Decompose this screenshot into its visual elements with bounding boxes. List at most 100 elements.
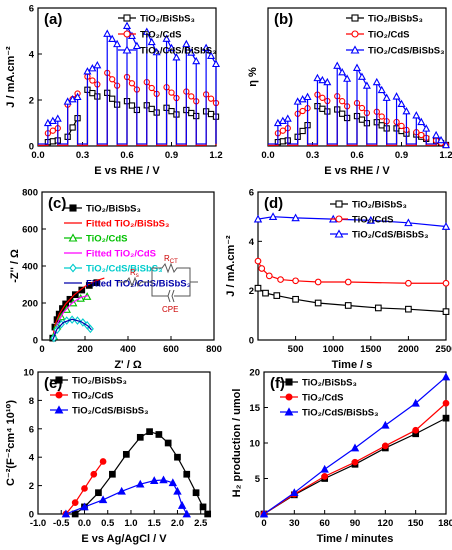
- data-point: [182, 39, 191, 48]
- y-tick-label: 0: [29, 142, 34, 153]
- x-axis-label: Time / minutes: [317, 533, 394, 545]
- x-tick-label: 0.5: [101, 518, 115, 529]
- equivalent-circuit-inset: Rs RCT CPE: [118, 254, 198, 314]
- data-point: [268, 212, 278, 221]
- legend-label: TiO₂/BiSbS₃: [72, 376, 127, 387]
- legend-label: TiO₂/CdS: [72, 391, 114, 402]
- data-point: [177, 501, 187, 509]
- data-point: [113, 39, 122, 48]
- legend-label: TiO₂/CdS/BiSbS₃: [352, 230, 429, 241]
- legend-marker: [334, 229, 344, 238]
- legend-marker: [351, 14, 359, 22]
- data-point: [314, 299, 322, 307]
- data-point: [136, 479, 145, 488]
- legend-label: Fitted TiO₂/CdS: [86, 249, 156, 260]
- y-tick-label: 6: [29, 424, 34, 435]
- data-point: [404, 218, 413, 227]
- panel-label: (a): [44, 11, 62, 28]
- y-tick-label: 200: [22, 299, 38, 310]
- y-tick-label: 4: [249, 237, 255, 248]
- panel-a: 0.0 0.3 0.6 0.9 1.2 0 2 4 6 E vs RHE / V J / mA.cm…: [5, 4, 223, 178]
- data-point: [147, 37, 156, 46]
- data-point: [358, 104, 366, 112]
- legend-entry: TiO₂/BiSbS₃: [280, 378, 357, 389]
- legend-marker: [69, 204, 77, 212]
- panel-e: -1.0 -0.5 0.0 0.5 1.0 1.5 2.0 2.5 0 2 4 6 8 10 E vs Ag…: [5, 368, 212, 545]
- series-line: [52, 318, 92, 341]
- legend-label: TiO₂/CdS/BiSbS₃: [86, 264, 163, 275]
- legend-entry: TiO₂/CdS/BiSbS₃: [50, 405, 149, 417]
- y-tick-label: 2: [29, 481, 34, 492]
- x-tick-label: 800: [206, 344, 222, 355]
- legend-entry: TiO₂/BiSbS₃: [118, 14, 195, 25]
- data-point: [338, 67, 347, 76]
- data-point: [441, 222, 451, 230]
- legend-label: TiO₂/CdS/BiSbS₃: [72, 406, 149, 417]
- series-a-2: [38, 21, 221, 145]
- legend-entry: TiO₂/CdS/BiSbS₃: [330, 229, 429, 241]
- x-axis-label: Z' / Ω: [114, 359, 142, 371]
- legend-label: TiO₂/CdS: [352, 215, 394, 226]
- x-tick-label: 0.0: [78, 518, 91, 529]
- x-tick-label: 0.9: [395, 150, 408, 161]
- legend-marker: [55, 391, 63, 399]
- series-c-5: [52, 318, 92, 341]
- data-point: [71, 291, 79, 299]
- x-tick-label: 1.0: [124, 518, 137, 529]
- series-d-0: [254, 284, 450, 315]
- x-axis-label: E vs RHE / V: [324, 165, 390, 177]
- data-point: [323, 77, 332, 86]
- data-point: [278, 116, 287, 124]
- data-point: [53, 114, 62, 122]
- x-tick-label: 1000: [323, 344, 344, 355]
- data-point: [441, 140, 451, 149]
- data-point: [192, 56, 201, 65]
- legend-label: TiO₂/BiSbS₃: [352, 200, 407, 211]
- legend-entry: TiO₂/CdS/BiSbS₃: [64, 264, 163, 275]
- data-point: [442, 308, 450, 315]
- series-e-1: [62, 458, 107, 518]
- x-tick-label: 90: [350, 518, 361, 529]
- y-tick-label: 15: [249, 403, 260, 414]
- y-tick-label: 600: [22, 225, 38, 236]
- data-point: [199, 503, 207, 511]
- legend-label: TiO₂/CdS/BiSbS₃: [368, 46, 445, 57]
- data-point: [109, 76, 116, 83]
- y-tick-label: 0: [33, 336, 38, 347]
- legend-entry: TiO₂/CdS/BiSbS₃: [346, 45, 445, 57]
- x-tick-label: 0: [39, 344, 44, 355]
- data-point: [149, 476, 159, 484]
- y-tick-label: 10: [23, 368, 34, 379]
- data-point: [93, 60, 102, 69]
- data-point: [80, 502, 89, 511]
- data-point: [382, 93, 391, 101]
- data-point: [392, 92, 401, 100]
- circuit-label-rct: RCT: [164, 254, 178, 265]
- legend-entry: TiO₂/BiSbS₃: [346, 14, 423, 25]
- x-tick-label: -0.5: [53, 518, 70, 529]
- data-point: [273, 292, 281, 299]
- data-point: [99, 458, 107, 465]
- data-point: [333, 61, 342, 69]
- data-point: [98, 495, 108, 504]
- legend-entry: TiO₂/CdS/BiSbS₃: [118, 45, 217, 57]
- legend-entry: TiO₂/CdS: [64, 233, 128, 245]
- series-b-0: [268, 102, 450, 149]
- x-tick-label: 0.9: [165, 150, 178, 161]
- series-f-2: [259, 372, 451, 518]
- x-axis-label: E vs Ag/AgCl / V: [81, 533, 167, 545]
- data-point: [254, 257, 262, 265]
- x-tick-label: 30: [289, 518, 300, 529]
- data-point: [109, 470, 116, 478]
- legend-entry: TiO₂/CdS: [330, 215, 394, 226]
- data-point: [432, 130, 441, 139]
- series-line: [51, 277, 105, 341]
- x-tick-label: 60: [319, 518, 330, 529]
- legend-label: TiO₂/CdS: [302, 393, 344, 404]
- x-tick-label: -1.0: [30, 518, 46, 529]
- data-point: [174, 453, 181, 461]
- legend-entry: TiO₂/CdS/BiSbS₃: [280, 407, 379, 419]
- data-point: [132, 41, 141, 50]
- series-d-1: [254, 257, 450, 287]
